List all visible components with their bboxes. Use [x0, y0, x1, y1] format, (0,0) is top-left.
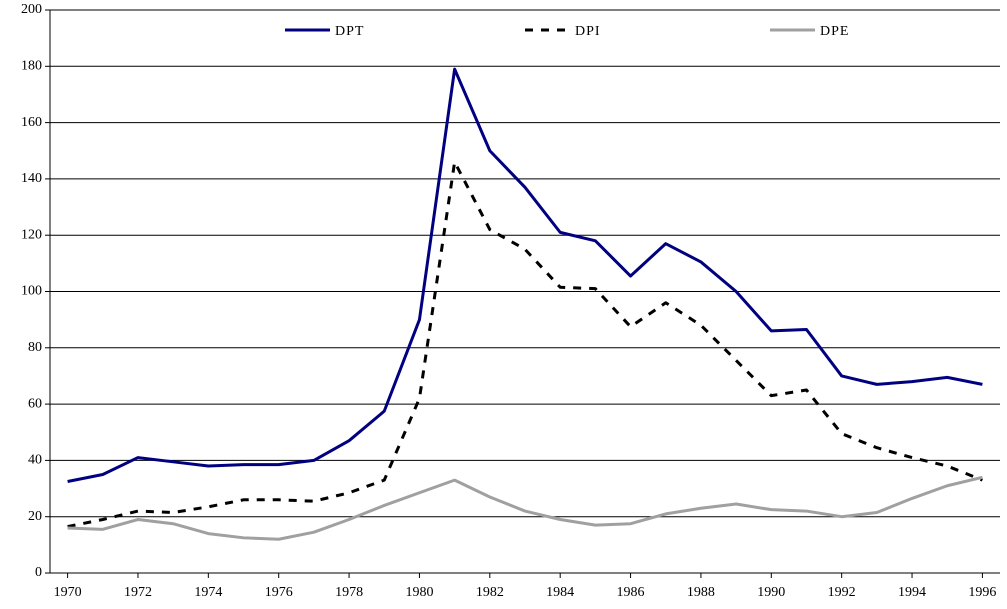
y-tick-label: 80	[28, 340, 42, 355]
x-tick-label: 1982	[476, 585, 504, 600]
x-tick-label: 1970	[54, 585, 82, 600]
data-line	[67, 475, 983, 541]
data-line	[67, 160, 983, 529]
x-tick-label: 1974	[194, 585, 222, 600]
legend-label: DPE	[820, 24, 849, 39]
y-tick-label: 40	[28, 453, 42, 468]
y-tick-label: 120	[21, 227, 42, 242]
y-tick-label: 200	[21, 2, 42, 17]
legend-label: DPI	[575, 24, 601, 39]
y-tick-label: 20	[28, 509, 42, 524]
data-line	[67, 67, 983, 483]
legend-label: DPT	[335, 24, 364, 39]
x-tick-label: 1976	[265, 585, 293, 600]
x-tick-label: 1972	[124, 585, 152, 600]
x-tick-label: 1996	[968, 585, 996, 600]
x-tick-label: 1984	[546, 585, 574, 600]
x-tick-label: 1986	[617, 585, 645, 600]
x-tick-label: 1994	[898, 585, 926, 600]
x-tick-label: 1980	[405, 585, 433, 600]
x-tick-label: 1992	[828, 585, 856, 600]
y-tick-label: 140	[21, 171, 42, 186]
x-tick-label: 1978	[335, 585, 363, 600]
y-tick-label: 100	[21, 284, 42, 299]
x-tick-label: 1990	[757, 585, 785, 600]
x-tick-label: 1988	[687, 585, 715, 600]
y-tick-label: 160	[21, 115, 42, 130]
y-tick-label: 0	[35, 565, 42, 580]
y-tick-label: 60	[28, 396, 42, 411]
y-tick-label: 180	[21, 59, 42, 74]
